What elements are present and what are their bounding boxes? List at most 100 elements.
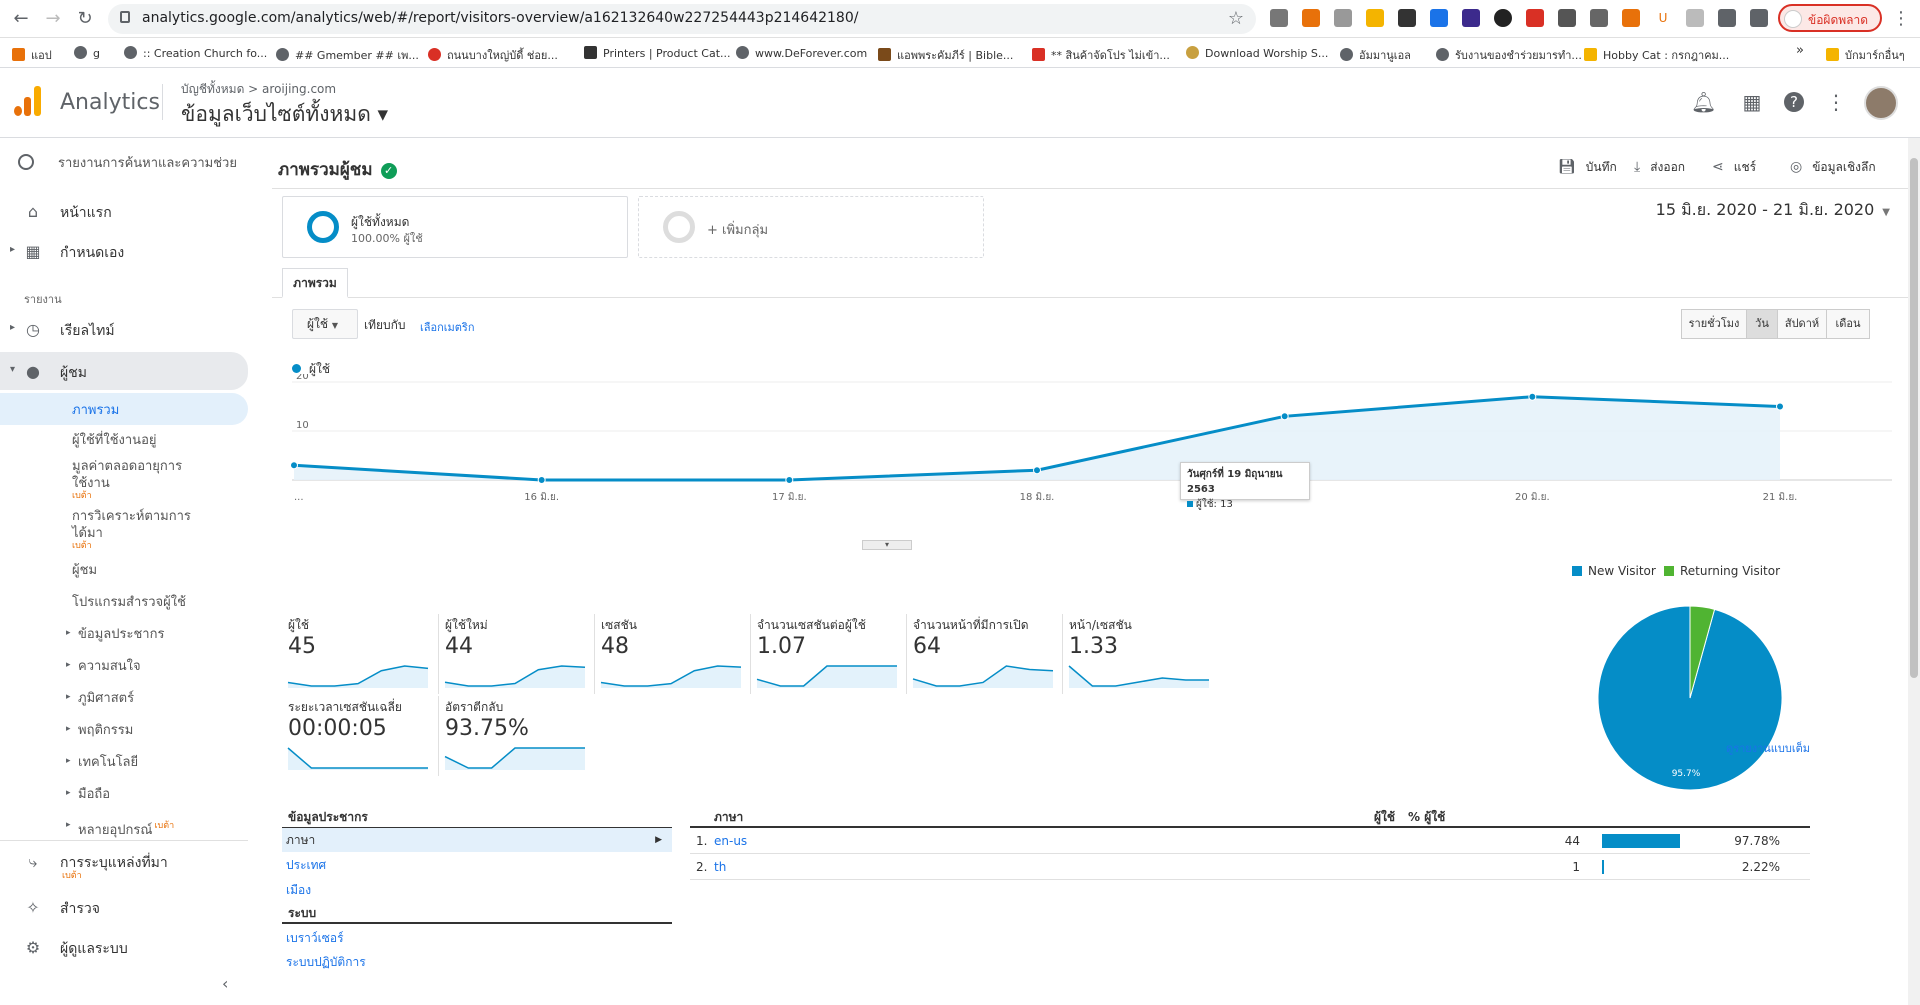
menu-dots-icon[interactable]: ⋮ [1892,8,1910,29]
demographics-country[interactable]: ประเทศ [286,858,327,872]
scorecard[interactable]: อัตราตีกลับ 93.75% [438,696,618,776]
sidebar-sub-technology[interactable]: เทคโนโลยี [78,755,139,770]
share-button[interactable]: ⋖ แชร์ [1712,159,1757,175]
camera-extension-icon[interactable] [1270,9,1288,27]
bookmark-map[interactable]: ถนนบางใหญ่บัดี้ ช่อย... [428,46,558,64]
collapse-sidebar-icon[interactable]: ‹ [222,974,229,993]
bookmark-promo[interactable]: ** สินค้าจัดโปร ไม่เข้า... [1032,46,1170,64]
granularity-day[interactable]: วัน [1746,309,1778,339]
sidebar-item-realtime[interactable]: ▸ ◷ เรียลไทม์ [10,320,115,339]
demographics-city[interactable]: เมือง [286,883,312,897]
tab-overview[interactable]: ภาพรวม [282,268,348,298]
reload-icon[interactable]: ↻ [77,8,93,29]
scorecard[interactable]: จำนวนหน้าที่มีการเปิด 64 [906,614,1086,694]
sidebar-sub-overview[interactable]: ภาพรวม [72,403,120,418]
puzzle-icon[interactable] [1718,9,1736,27]
bookmark-gmember[interactable]: ## Gmember ## เพ... [276,46,419,64]
sidebar-item-customize[interactable]: ▸ ▦ กำหนดเอง [10,242,125,261]
scrollbar-thumb[interactable] [1910,158,1918,678]
granularity-hourly[interactable]: รายชั่วโมง [1681,309,1747,339]
sidebar-sub-cross-device[interactable]: หลายอุปกรณ์ เบต้า [78,821,175,838]
profile-error-button[interactable]: ข้อผิดพลาด [1778,4,1882,32]
m-extension-icon[interactable] [1398,9,1416,27]
scorecard[interactable]: ระยะเวลาเซสชันเฉลี่ย 00:00:05 [282,696,462,776]
granularity-month[interactable]: เดือน [1826,309,1870,339]
translate-extension-icon[interactable] [1334,9,1352,27]
sidebar-item-audience[interactable]: ▾ ● ผู้ชม [10,362,87,381]
flower-extension-icon[interactable] [1366,9,1384,27]
u-extension-icon[interactable]: U [1654,9,1672,27]
scorecard[interactable]: หน้า/เซสชัน 1.33 [1062,614,1242,694]
full-report-link[interactable]: ดูรายงานแบบเต็ม [1726,742,1810,755]
user-avatar[interactable] [1864,86,1898,120]
sidebar-sub-behavior[interactable]: พฤติกรรม [78,723,134,738]
page-scrollbar[interactable] [1908,138,1920,1005]
other-bookmarks[interactable]: บักมาร์กอื่นๆ [1826,46,1905,64]
chart-resize-handle[interactable]: ▾ [862,540,912,550]
bookmark-apps[interactable]: แอป [12,46,52,64]
help-icon[interactable]: ? [1784,92,1804,112]
lock-extension-icon[interactable] [1622,9,1640,27]
metric-select[interactable]: ผู้ใช้ ▼ [292,309,358,339]
pie-slice[interactable] [1689,605,1716,699]
sidebar-sub-lifetime-value[interactable]: มูลค่าตลอดอายุการ ใช้งาน เบต้า [72,459,183,501]
users-line-chart[interactable]: 10 20 [272,374,1912,486]
account-breadcrumb[interactable]: บัญชีทั้งหมด > aroijing.com [181,82,337,96]
sidebar-item-admin[interactable]: ⚙ ผู้ดูแลระบบ [25,938,128,957]
bookmark-hobbycat[interactable]: Hobby Cat : กรกฎาคม... [1584,46,1729,64]
sidebar-search[interactable]: รายงานการค้นหาและความช่วย [18,152,237,173]
scorecard[interactable]: จำนวนเซสชันต่อผู้ใช้ 1.07 [750,614,930,694]
sidebar-item-attribution[interactable]: ⤷ การระบุแหล่งที่มา เบต้า [0,844,248,881]
visitor-type-pie-chart[interactable]: 95.7% [1590,598,1790,798]
sidebar-sub-cohort[interactable]: การวิเคราะห์ตามการ ได้มา เบต้า [72,509,191,551]
sidebar-item-discover[interactable]: ✧ สำรวจ [0,890,248,924]
bell-icon[interactable]: 🔔︎ [1691,90,1717,114]
bookmark-souvenir[interactable]: รับงานของชำร่วยมารทำ... [1436,46,1582,64]
language-link[interactable]: th [714,860,727,874]
forward-icon[interactable]: → [45,8,61,29]
sidebar-sub-active-users[interactable]: ผู้ใช้ที่ใช้งานอยู่ [72,433,157,448]
search-extension-icon[interactable] [1558,9,1576,27]
analytics-logo-icon[interactable] [14,86,42,116]
sidebar-sub-demographics[interactable]: ข้อมูลประชากร [78,627,165,642]
language-link[interactable]: en-us [714,834,748,848]
sidebar-sub-user-explorer[interactable]: โปรแกรมสำรวจผู้ใช้ [72,595,186,610]
scorecard[interactable]: เซสชัน 48 [594,614,774,694]
address-bar[interactable]: analytics.google.com/analytics/web/#/rep… [108,4,1256,34]
box-extension-icon[interactable] [1686,9,1704,27]
star-extension-icon[interactable] [1302,9,1320,27]
k-extension-icon[interactable] [1494,9,1512,27]
image-extension-icon[interactable] [1590,9,1608,27]
bookmark-star-icon[interactable]: ☆ [1227,8,1244,29]
segment-all-users[interactable]: ผู้ใช้ทั้งหมด 100.00% ผู้ใช้ [282,196,628,258]
more-vert-icon[interactable]: ⋮ [1826,90,1846,114]
system-os[interactable]: ระบบปฏิบัติการ [286,955,366,969]
bookmark-g[interactable]: g [74,46,100,60]
bookmark-printers[interactable]: Printers | Product Cat... [584,46,731,60]
tb-extension-icon[interactable] [1526,9,1544,27]
back-icon[interactable]: ← [13,8,29,29]
sidebar-sub-mobile[interactable]: มือถือ [78,787,111,802]
apps-icon[interactable]: ▦ [1742,90,1762,114]
sidebar-sub-audiences[interactable]: ผู้ชม [72,563,98,578]
scorecard[interactable]: ผู้ใช้ใหม่ 44 [438,614,618,694]
sidebar-sub-geo[interactable]: ภูมิศาสตร์ [78,691,135,706]
view-selector[interactable]: ข้อมูลเว็บไซต์ทั้งหมด ▾ [181,102,389,126]
bookmark-bible[interactable]: แอพพระคัมภีร์ | Bible... [878,46,1013,64]
playlist-icon[interactable] [1750,9,1768,27]
diamond-extension-icon[interactable] [1462,9,1480,27]
select-metric-link[interactable]: เลือกเมตริก [420,321,475,334]
insights-button[interactable]: ◎ ข้อมูลเชิงลึก [1790,159,1876,175]
sidebar-item-home[interactable]: ⌂ หน้าแรก [0,194,248,228]
date-range-picker[interactable]: 15 มิ.ย. 2020 - 21 มิ.ย. 2020 ▼ [1655,200,1890,219]
scorecard[interactable]: ผู้ใช้ 45 [282,614,462,694]
system-browser[interactable]: เบราว์เซอร์ [286,931,344,945]
demographics-language[interactable]: ภาษา ▶ [282,828,672,852]
sidebar-sub-interests[interactable]: ความสนใจ [78,659,141,674]
bookmark-deforever[interactable]: www.DeForever.com [736,46,867,60]
bookmark-creation-church[interactable]: :: Creation Church fo... [124,46,267,60]
save-button[interactable]: 💾︎ บันทึก [1558,159,1617,175]
add-segment-button[interactable]: + เพิ่มกลุ่ม [638,196,984,258]
tag-extension-icon[interactable] [1430,9,1448,27]
granularity-week[interactable]: สัปดาห์ [1777,309,1827,339]
